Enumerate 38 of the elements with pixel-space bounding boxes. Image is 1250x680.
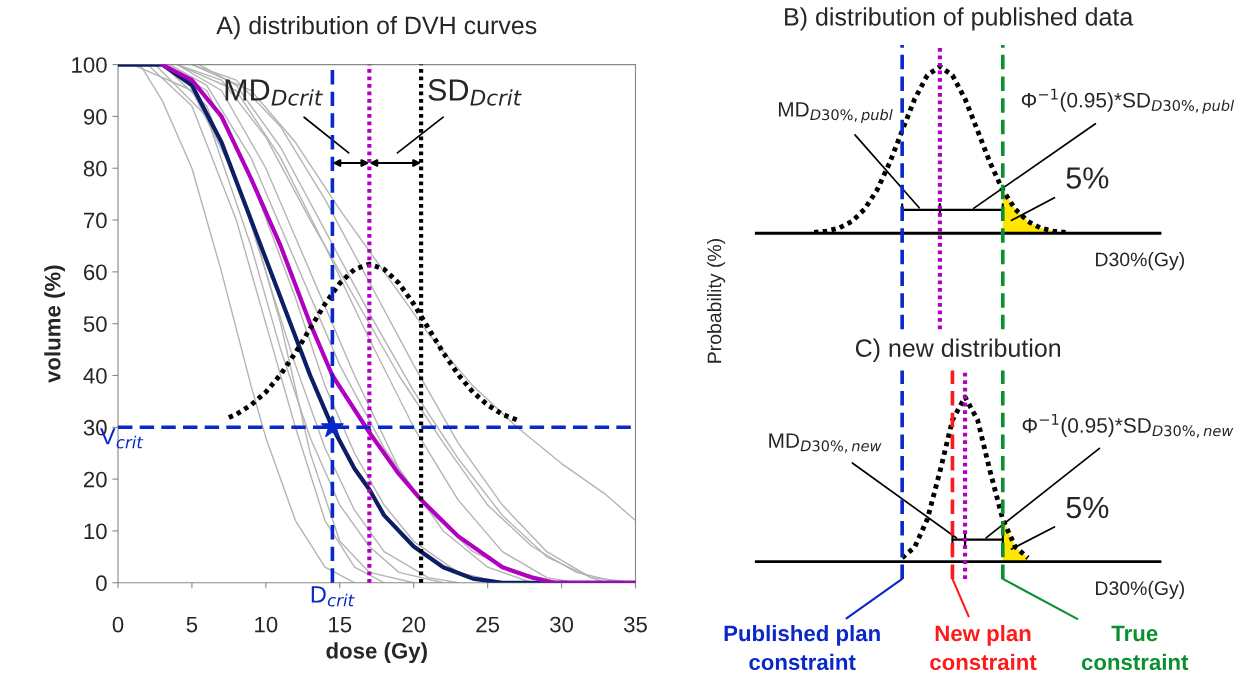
chart-title: A) distribution of DVH curves xyxy=(216,15,537,40)
y-tick-label: 100 xyxy=(72,57,107,73)
y-tick-label: 40 xyxy=(83,368,107,384)
y-tick-label: 80 xyxy=(83,160,107,177)
annotation: SD$_{Dcrit}$ xyxy=(428,79,522,106)
y-tick-label: 0 xyxy=(96,575,107,592)
x-axis-title: D30%(Gy) xyxy=(1096,252,1184,271)
x-tick-label: 35 xyxy=(623,616,647,633)
x-tick-label: 25 xyxy=(476,616,500,633)
annotation: MD$_{D30%,publ}$ xyxy=(778,102,893,124)
x-tick-label: 5 xyxy=(186,616,198,633)
x-tick-label: 0 xyxy=(112,616,124,633)
y-tick-label: 90 xyxy=(83,108,107,125)
y-tick-label: 10 xyxy=(84,523,107,540)
text: True constraint xyxy=(1081,625,1189,671)
ref-line-label: D$_{crit}$ xyxy=(311,586,355,607)
x-tick-label: 20 xyxy=(402,616,426,633)
y-axis-title: Probability (%) xyxy=(707,239,726,363)
annotation: 5% xyxy=(1066,496,1109,519)
annotation: Φ$^{−1}$(0.95)*SD$_{D30%,new}$ xyxy=(1022,414,1234,438)
x-axis-title: dose (Gy) xyxy=(326,642,427,664)
annotation: MD$_{D30%,new}$ xyxy=(769,433,882,453)
annotation: 5% xyxy=(1066,167,1109,189)
x-tick-label: 10 xyxy=(255,616,278,633)
chart-title: B) distribution of published data xyxy=(785,7,1134,31)
x-tick-label: 15 xyxy=(329,616,352,633)
y-tick-label: 50 xyxy=(83,316,107,332)
y-tick-label: 60 xyxy=(84,264,107,281)
annotation: Φ$^{−1}$(0.95)*SD$_{D30%,publ}$ xyxy=(1021,88,1235,114)
y-tick-label: 20 xyxy=(83,471,107,488)
text: Published plan constraint xyxy=(724,624,880,671)
y-tick-label: 70 xyxy=(84,212,107,229)
text: New plan constraint xyxy=(930,624,1037,671)
annotation: MD$_{Dcrit}$ xyxy=(225,79,323,106)
x-axis-title: D30%(Gy) xyxy=(1096,580,1184,599)
x-tick-label: 30 xyxy=(550,616,574,633)
y-axis-title: volume (%) xyxy=(44,265,65,383)
chart-title: C) new distribution xyxy=(855,338,1061,362)
